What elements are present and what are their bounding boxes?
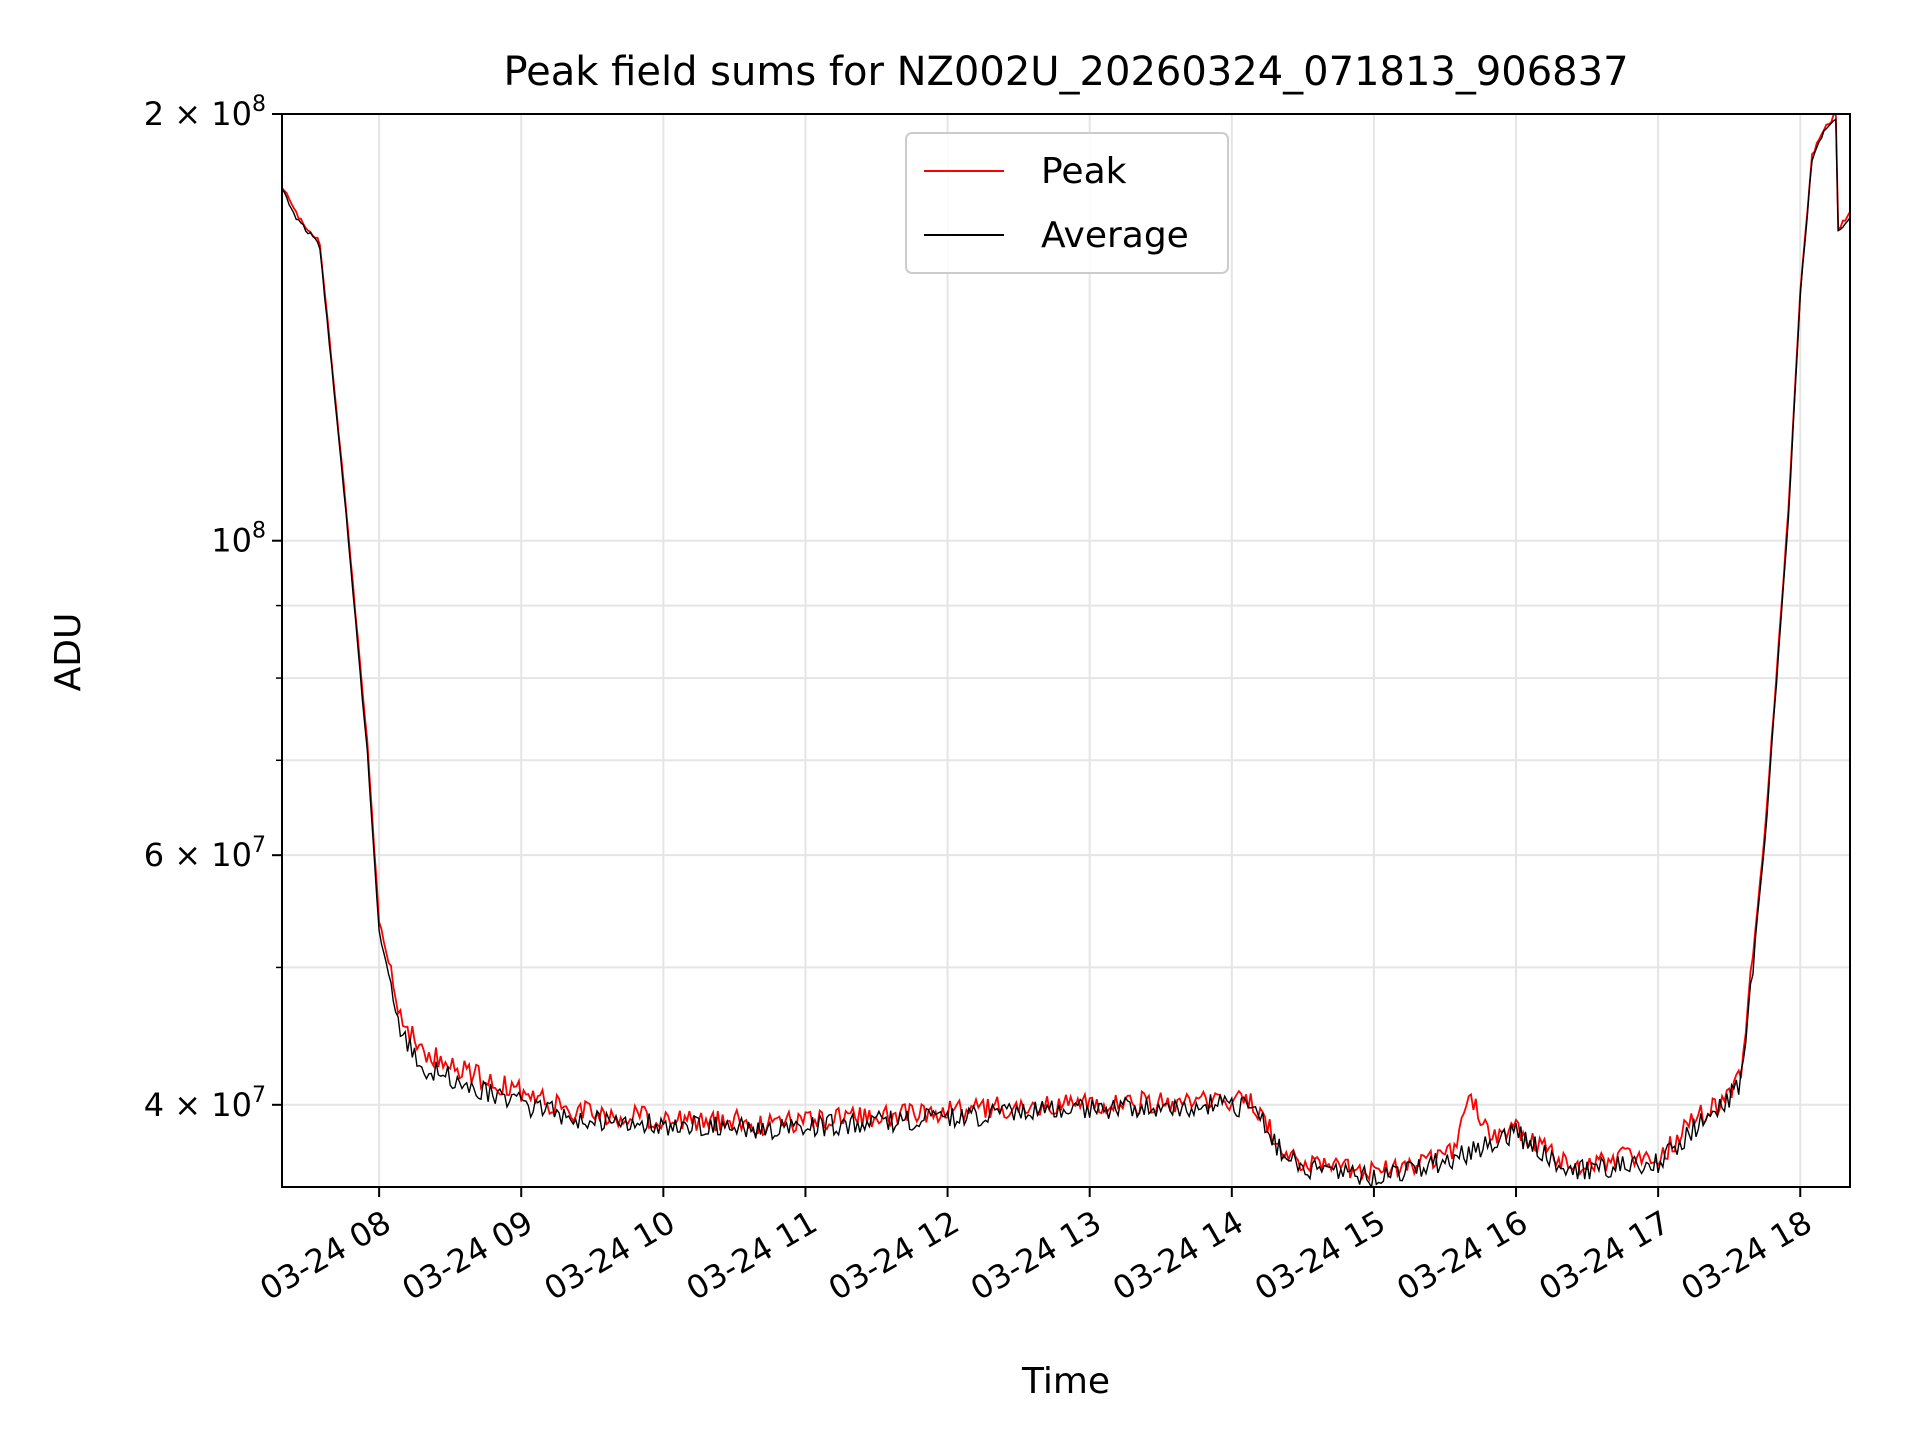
y-axis-label: ADU	[48, 613, 89, 692]
y-tick-exponent: 7	[252, 1083, 266, 1108]
y-tick-exponent: 7	[252, 833, 266, 858]
x-axis-label: Time	[1021, 1361, 1110, 1402]
series-line-peak	[282, 114, 1850, 1183]
chart-title: Peak field sums for NZ002U_20260324_0718…	[503, 49, 1628, 95]
legend-label: Peak	[1041, 151, 1127, 192]
legend: Peak Average	[905, 132, 1229, 274]
series-line-average	[282, 118, 1850, 1187]
y-tick-base: 6 × 10	[144, 836, 252, 874]
y-tick-label: 108	[211, 519, 266, 560]
y-tick-base: 4 × 10	[144, 1086, 252, 1124]
y-tick-base: 2 × 10	[144, 95, 252, 133]
legend-label: Average	[1041, 215, 1189, 256]
y-tick-label: 2 × 108	[144, 92, 266, 133]
y-tick-base: 10	[211, 522, 252, 560]
series-layer	[282, 114, 1850, 1187]
y-tick-exponent: 8	[252, 519, 266, 544]
y-tick-label: 6 × 107	[144, 833, 266, 874]
legend-box	[905, 132, 1229, 274]
y-tick-label: 4 × 107	[144, 1083, 266, 1124]
y-tick-exponent: 8	[252, 92, 266, 117]
plot-frame	[281, 113, 1851, 1188]
